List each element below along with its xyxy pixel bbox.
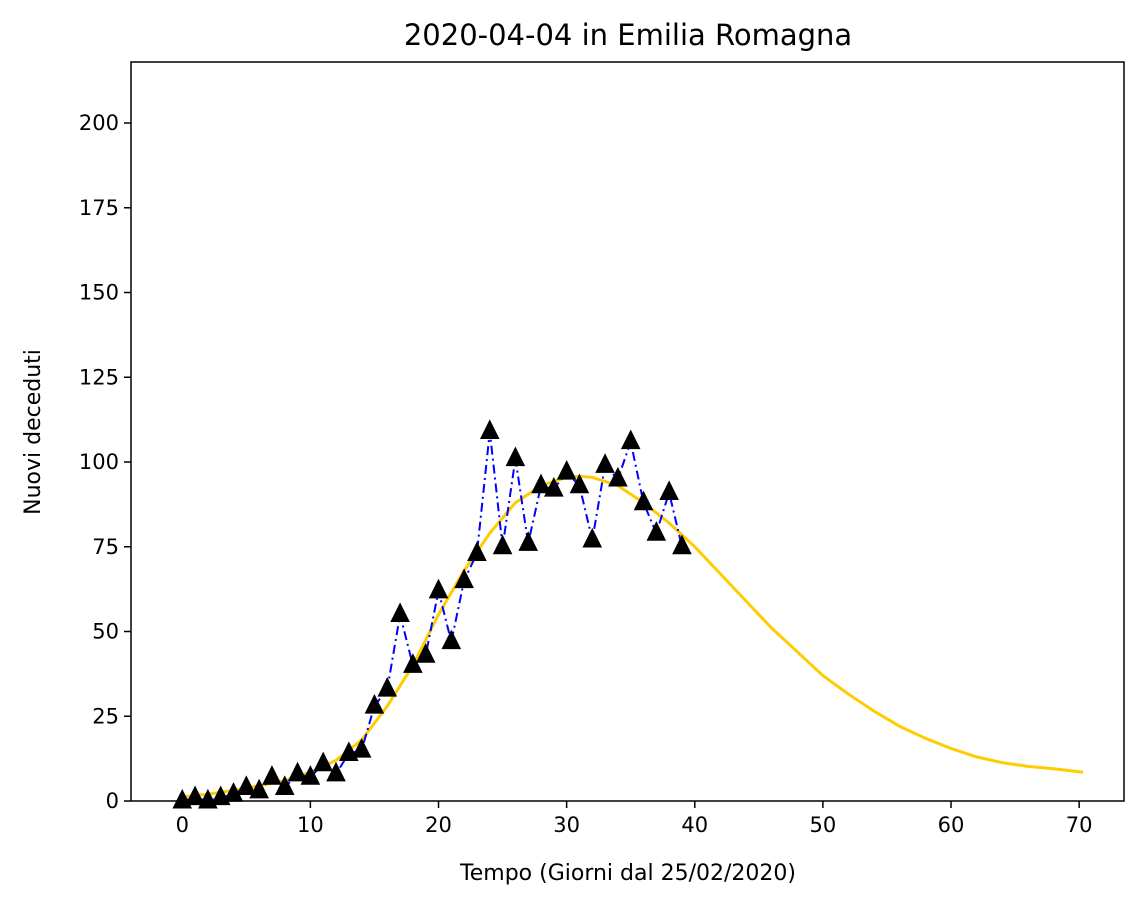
- y-tick-label: 75: [92, 535, 119, 559]
- y-tick-label: 50: [92, 620, 119, 644]
- x-tick-label: 40: [681, 813, 708, 837]
- y-tick-label: 0: [106, 789, 119, 813]
- y-tick-label: 100: [79, 450, 119, 474]
- x-tick-label: 0: [176, 813, 189, 837]
- x-tick-label: 50: [810, 813, 837, 837]
- x-tick-label: 30: [553, 813, 580, 837]
- x-tick-label: 10: [297, 813, 324, 837]
- y-tick-label: 125: [79, 365, 119, 389]
- x-tick-label: 70: [1066, 813, 1093, 837]
- y-tick-label: 25: [92, 704, 119, 728]
- x-tick-label: 60: [938, 813, 965, 837]
- y-tick-label: 200: [79, 111, 119, 135]
- x-tick-label: 20: [425, 813, 452, 837]
- y-tick-label: 175: [79, 196, 119, 220]
- x-axis-label: Tempo (Giorni dal 25/02/2020): [459, 861, 796, 886]
- chart-title: 2020-04-04 in Emilia Romagna: [404, 18, 852, 52]
- y-tick-label: 150: [79, 281, 119, 305]
- y-axis-label: Nuovi deceduti: [21, 349, 46, 515]
